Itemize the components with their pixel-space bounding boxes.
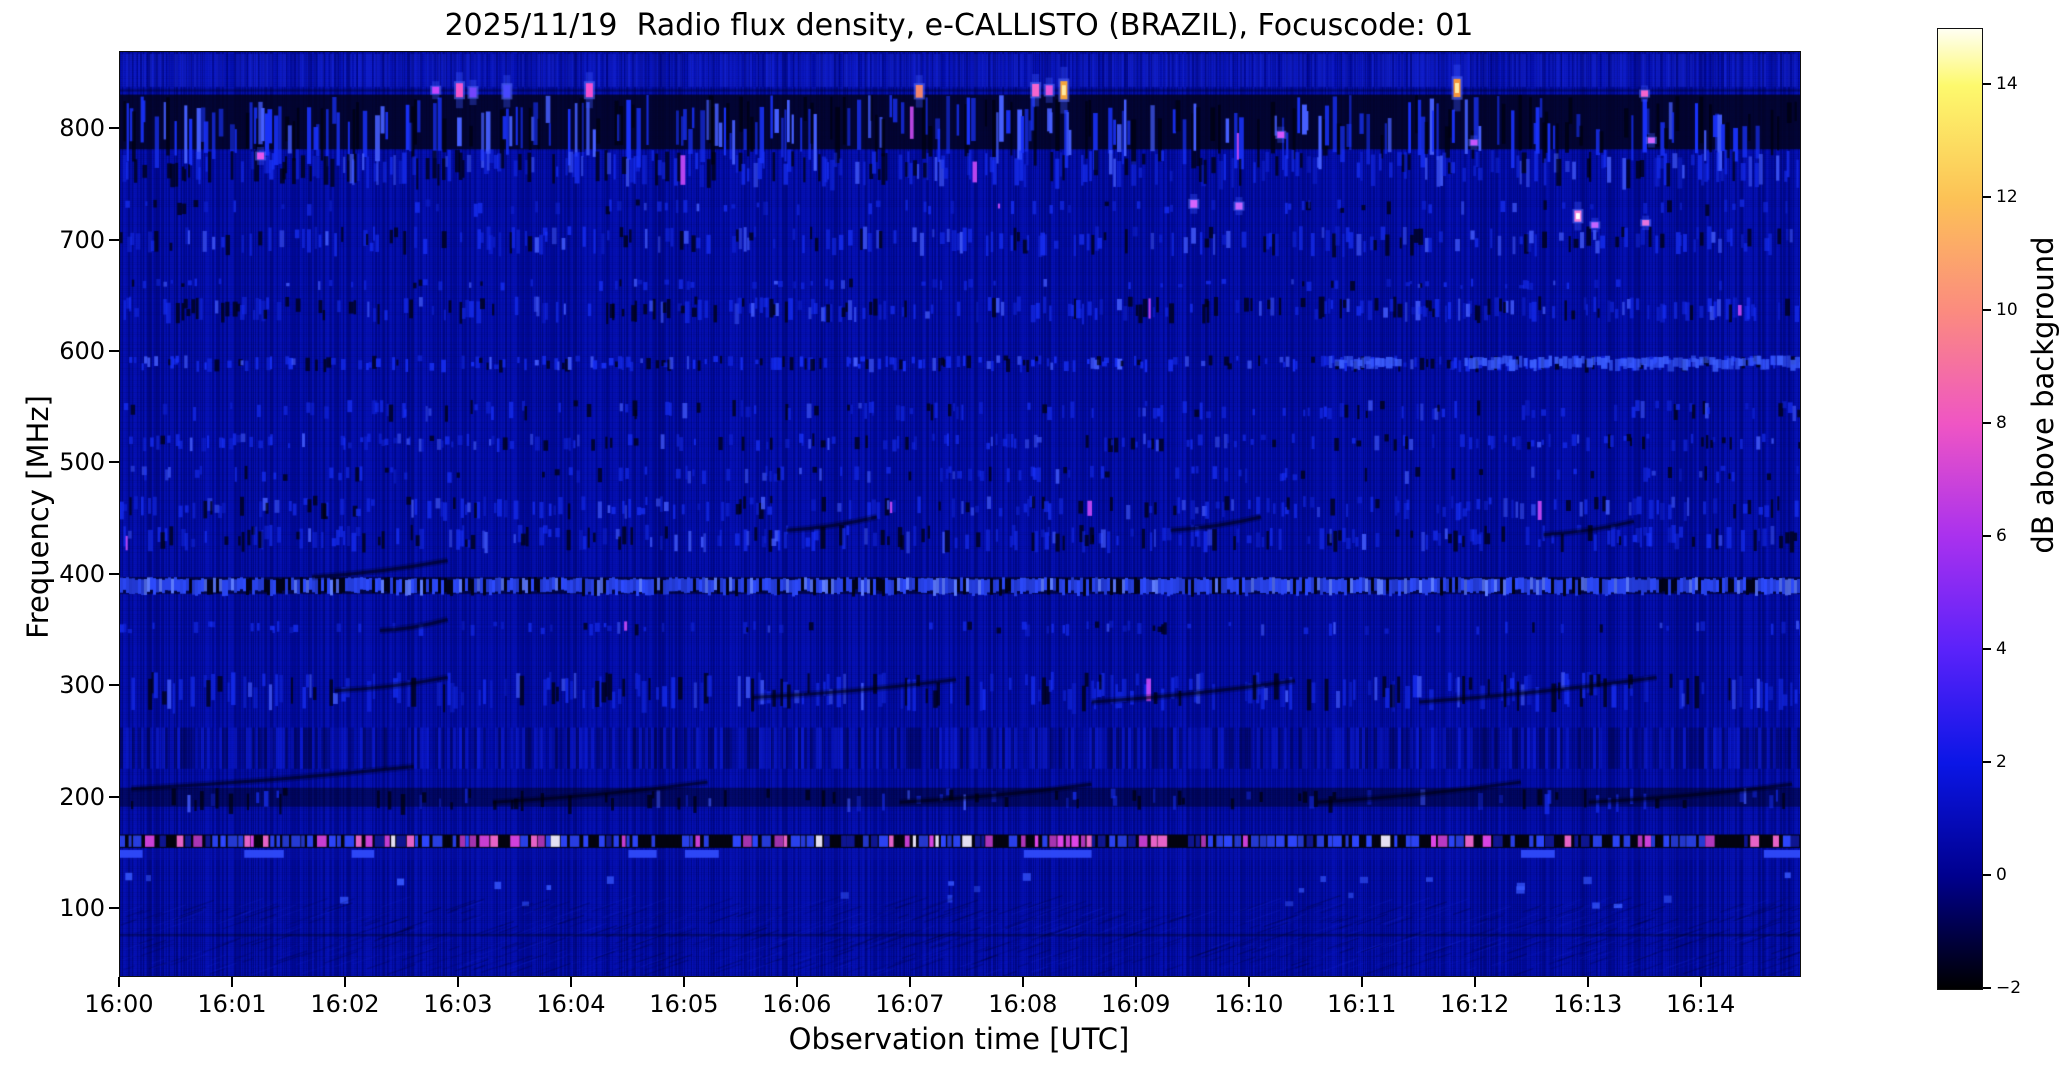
x-tick-mark <box>1586 977 1589 987</box>
colorbar-tick-label: 12 <box>1996 187 2018 208</box>
x-tick-mark <box>1134 977 1137 987</box>
x-tick-label: 16:08 <box>988 990 1058 1018</box>
y-tick-mark <box>109 795 119 798</box>
y-tick-mark <box>109 127 119 130</box>
x-tick-mark <box>1247 977 1250 987</box>
x-tick-label: 16:13 <box>1553 990 1623 1018</box>
y-tick-mark <box>109 238 119 241</box>
colorbar <box>1937 28 1983 990</box>
x-axis-label: Observation time [UTC] <box>788 1022 1130 1056</box>
colorbar-tick-mark <box>1983 83 1991 86</box>
x-tick-mark <box>908 977 911 987</box>
x-tick-label: 16:07 <box>875 990 945 1018</box>
x-tick-mark <box>1021 977 1024 987</box>
x-tick-mark <box>682 977 685 987</box>
y-tick-label: 700 <box>59 225 105 254</box>
colorbar-tick-mark <box>1983 874 1991 877</box>
x-tick-mark <box>1360 977 1363 987</box>
x-tick-label: 16:06 <box>762 990 832 1018</box>
x-tick-label: 16:10 <box>1214 990 1284 1018</box>
colorbar-tick-label: 14 <box>1996 74 2018 95</box>
x-tick-label: 16:02 <box>310 990 380 1018</box>
y-tick-label: 600 <box>59 337 105 366</box>
x-tick-label: 16:11 <box>1327 990 1397 1018</box>
x-tick-mark <box>230 977 233 987</box>
colorbar-tick-mark <box>1983 987 1991 989</box>
colorbar-tick-label: 2 <box>1996 752 2007 773</box>
x-tick-mark <box>569 977 572 987</box>
y-tick-mark <box>109 684 119 687</box>
colorbar-tick-label: 10 <box>1996 300 2018 321</box>
colorbar-tick-label: 8 <box>1996 413 2007 434</box>
x-tick-label: 16:01 <box>197 990 267 1018</box>
y-tick-mark <box>109 461 119 464</box>
x-tick-label: 16:12 <box>1440 990 1510 1018</box>
colorbar-tick-mark <box>1983 422 1991 425</box>
y-tick-label: 100 <box>59 894 105 923</box>
y-tick-label: 200 <box>59 782 105 811</box>
y-tick-mark <box>109 572 119 575</box>
x-tick-label: 16:04 <box>536 990 606 1018</box>
colorbar-tick-mark <box>1983 648 1991 651</box>
x-tick-label: 16:00 <box>84 990 154 1018</box>
x-tick-label: 16:14 <box>1666 990 1736 1018</box>
colorbar-tick-mark <box>1983 761 1991 764</box>
y-tick-label: 500 <box>59 448 105 477</box>
y-tick-label: 800 <box>59 114 105 143</box>
colorbar-tick-label: 4 <box>1996 639 2007 660</box>
x-tick-mark <box>1473 977 1476 987</box>
plot-area <box>119 51 1801 977</box>
x-tick-mark <box>118 977 120 987</box>
x-tick-mark <box>795 977 798 987</box>
colorbar-tick-label: 6 <box>1996 526 2007 547</box>
colorbar-gradient <box>1938 29 1982 989</box>
y-axis-label: Frequency [MHz] <box>21 395 55 639</box>
colorbar-label: dB above background <box>2026 236 2060 554</box>
colorbar-tick-mark <box>1983 196 1991 199</box>
colorbar-tick-label: −2 <box>1996 978 2022 998</box>
x-tick-label: 16:09 <box>1101 990 1171 1018</box>
x-tick-label: 16:03 <box>423 990 493 1018</box>
spectrogram-image <box>120 52 1800 976</box>
colorbar-tick-mark <box>1983 309 1991 312</box>
y-tick-label: 400 <box>59 559 105 588</box>
x-tick-mark <box>343 977 346 987</box>
y-tick-mark <box>109 350 119 353</box>
x-tick-mark <box>1699 977 1702 987</box>
colorbar-tick-mark <box>1983 535 1991 538</box>
y-tick-mark <box>109 907 119 910</box>
chart-title: 2025/11/19 Radio flux density, e-CALLIST… <box>444 8 1474 43</box>
x-tick-mark <box>456 977 459 987</box>
x-tick-label: 16:05 <box>649 990 719 1018</box>
y-tick-label: 300 <box>59 671 105 700</box>
colorbar-tick-label: 0 <box>1996 865 2007 886</box>
